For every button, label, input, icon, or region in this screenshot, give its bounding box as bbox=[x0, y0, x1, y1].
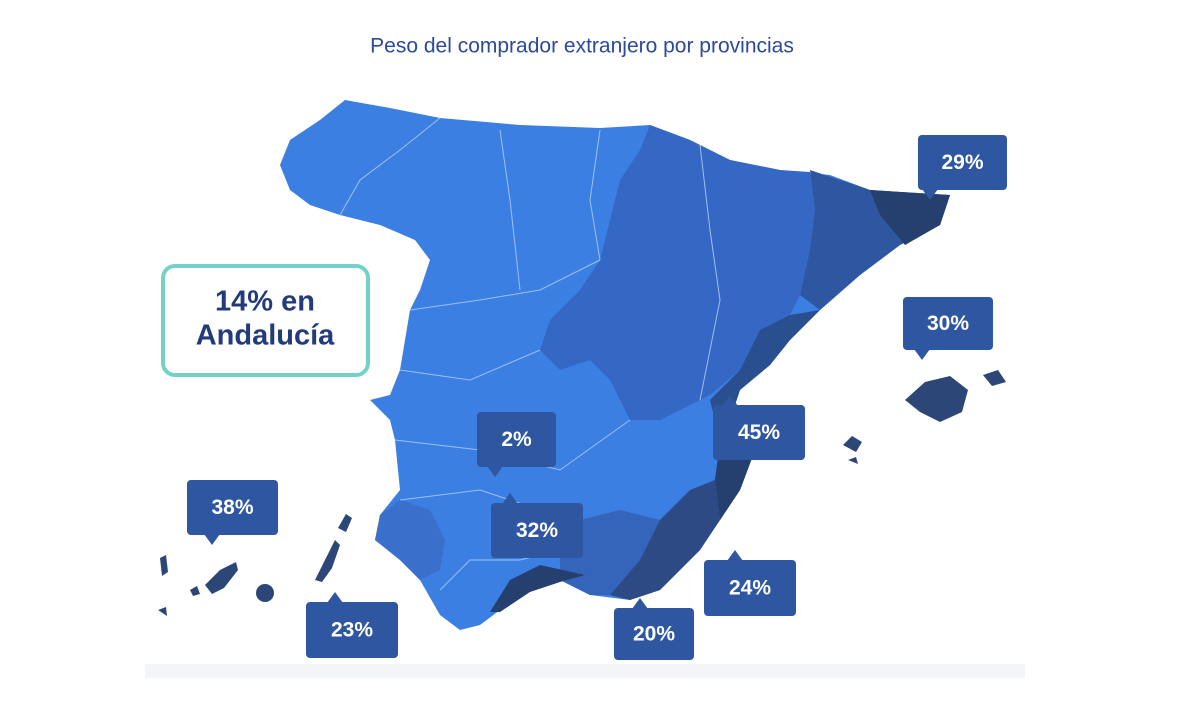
gomera bbox=[190, 586, 200, 596]
callout-pointer bbox=[502, 493, 518, 504]
callout-pointer bbox=[204, 534, 220, 545]
callout-label: 30% bbox=[927, 312, 969, 335]
callout-pointer bbox=[727, 550, 743, 561]
mallorca bbox=[905, 376, 968, 422]
hierro bbox=[158, 607, 167, 616]
callout-label: 24% bbox=[729, 577, 771, 600]
callout: 38% bbox=[187, 480, 278, 545]
callouts: 29% 30% 45% 2% 32% 38% 23% 20% 24% bbox=[187, 135, 1007, 660]
shadow bbox=[145, 664, 1025, 678]
callout-box bbox=[477, 412, 556, 467]
region-malaga bbox=[490, 565, 585, 612]
ibiza bbox=[843, 436, 862, 452]
highlight-box bbox=[161, 264, 370, 377]
callout-label: 38% bbox=[211, 496, 253, 519]
callout-box bbox=[713, 405, 805, 460]
highlight-line: Andalucía bbox=[196, 320, 335, 352]
callout-box bbox=[704, 560, 796, 616]
region-girona bbox=[870, 190, 950, 245]
tenerife bbox=[205, 562, 238, 594]
callout-box bbox=[306, 602, 398, 658]
callout: 45% bbox=[713, 395, 805, 460]
callout-pointer bbox=[487, 466, 503, 477]
callout-box bbox=[614, 608, 694, 660]
callout-label: 23% bbox=[331, 619, 373, 642]
callout: 23% bbox=[306, 592, 398, 658]
callout-label: 2% bbox=[501, 428, 532, 451]
callout: 2% bbox=[477, 412, 556, 477]
callout-box bbox=[491, 503, 583, 558]
la-palma bbox=[160, 555, 168, 576]
lanzarote bbox=[338, 514, 352, 532]
menorca bbox=[983, 370, 1006, 386]
callout-label: 32% bbox=[516, 519, 558, 542]
callout-pointer bbox=[722, 395, 738, 406]
callout-pointer bbox=[632, 598, 648, 609]
callout: 20% bbox=[614, 598, 694, 660]
region-medium bbox=[540, 125, 815, 420]
highlight-line: 14% en bbox=[215, 286, 315, 318]
formentera bbox=[848, 457, 858, 464]
region-murcia-almeria bbox=[610, 480, 720, 600]
callout: 32% bbox=[491, 493, 583, 558]
callout-pointer bbox=[922, 189, 938, 200]
region-west-andalucia bbox=[375, 500, 445, 580]
gran-canaria bbox=[256, 584, 274, 602]
callout-pointer bbox=[914, 349, 930, 360]
callout-label: 45% bbox=[738, 421, 780, 444]
title: Peso del comprador extranjero por provin… bbox=[370, 35, 794, 58]
callout-label: 29% bbox=[941, 151, 983, 174]
callout: 29% bbox=[918, 135, 1007, 200]
region-east-andalucia bbox=[560, 510, 660, 595]
callout-box bbox=[187, 480, 278, 535]
callout: 30% bbox=[903, 297, 993, 360]
callout-label: 20% bbox=[633, 623, 675, 646]
fuerteventura bbox=[315, 540, 340, 582]
callout-box bbox=[918, 135, 1007, 190]
callout: 24% bbox=[704, 550, 796, 616]
callout-box bbox=[903, 297, 993, 350]
callout-pointer bbox=[327, 592, 343, 603]
